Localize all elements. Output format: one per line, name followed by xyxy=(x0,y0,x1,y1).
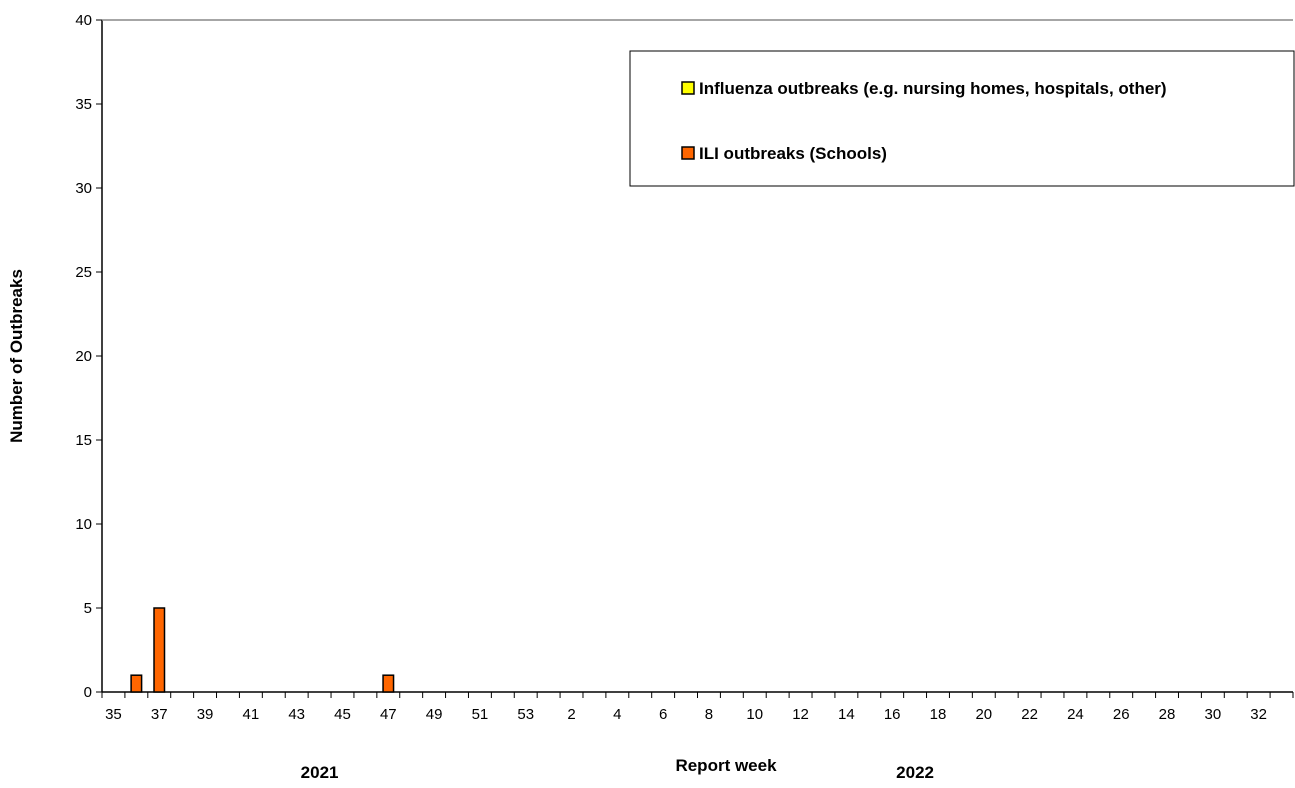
bar-ili-week-36 xyxy=(130,674,143,693)
x-tick-label: 28 xyxy=(1159,706,1176,723)
y-tick-label: 5 xyxy=(84,600,92,617)
x-tick-label: 53 xyxy=(517,706,534,723)
x-tick-label: 4 xyxy=(613,706,621,723)
legend-swatch-influenza xyxy=(681,81,695,95)
x-tick-label: 49 xyxy=(426,706,443,723)
x-tick-label: 12 xyxy=(792,706,809,723)
x-tick-label: 18 xyxy=(930,706,947,723)
x-tick-label: 26 xyxy=(1113,706,1130,723)
x-tick-label: 16 xyxy=(884,706,901,723)
y-tick-label: 15 xyxy=(75,432,92,449)
y-axis-title: Number of Outbreaks xyxy=(7,269,26,443)
x-axis: 35 37 39 41 43 45 47 49 51 53 2 4 6 8 10 12 14 16 18 20 22 24… xyxy=(101,691,1294,782)
y-tick-label: 20 xyxy=(75,348,92,365)
bar-ili-week-47 xyxy=(382,674,395,693)
year-label-2022: 2022 xyxy=(896,763,934,782)
x-tick-label: 8 xyxy=(705,706,713,723)
x-tick-label: 41 xyxy=(243,706,260,723)
legend-label-ili: ILI outbreaks (Schools) xyxy=(699,144,887,163)
x-tick-label: 32 xyxy=(1250,706,1267,723)
x-tick-label: 30 xyxy=(1204,706,1221,723)
legend-box xyxy=(629,50,1295,187)
x-tick-label: 20 xyxy=(975,706,992,723)
x-tick-label: 47 xyxy=(380,706,397,723)
legend-swatch-ili xyxy=(681,146,695,160)
bars xyxy=(130,607,395,693)
x-tick-label: 39 xyxy=(197,706,214,723)
x-tick-label: 24 xyxy=(1067,706,1084,723)
x-tick-label: 51 xyxy=(472,706,489,723)
bar-ili-week-37 xyxy=(153,607,166,693)
y-tick-label: 25 xyxy=(75,264,92,281)
y-tick-label: 30 xyxy=(75,180,92,197)
x-tick-label: 6 xyxy=(659,706,667,723)
y-tick-label: 35 xyxy=(75,96,92,113)
x-tick-label: 2 xyxy=(567,706,575,723)
x-tick-label: 22 xyxy=(1021,706,1038,723)
x-tick-label: 35 xyxy=(105,706,122,723)
x-tick-label: 45 xyxy=(334,706,351,723)
y-axis: 0 5 10 15 20 25 30 35 40 xyxy=(75,12,1293,701)
x-tick-label: 37 xyxy=(151,706,168,723)
x-axis-title: Report week xyxy=(675,756,777,775)
year-label-2021: 2021 xyxy=(301,763,339,782)
y-tick-label: 40 xyxy=(75,12,92,29)
y-tick-label: 0 xyxy=(84,684,92,701)
x-tick-label: 43 xyxy=(288,706,305,723)
legend: Influenza outbreaks (e.g. nursing homes,… xyxy=(629,50,1295,187)
x-tick-label: 14 xyxy=(838,706,855,723)
y-tick-label: 10 xyxy=(75,516,92,533)
x-tick-label: 10 xyxy=(746,706,763,723)
legend-label-influenza: Influenza outbreaks (e.g. nursing homes,… xyxy=(699,79,1167,98)
